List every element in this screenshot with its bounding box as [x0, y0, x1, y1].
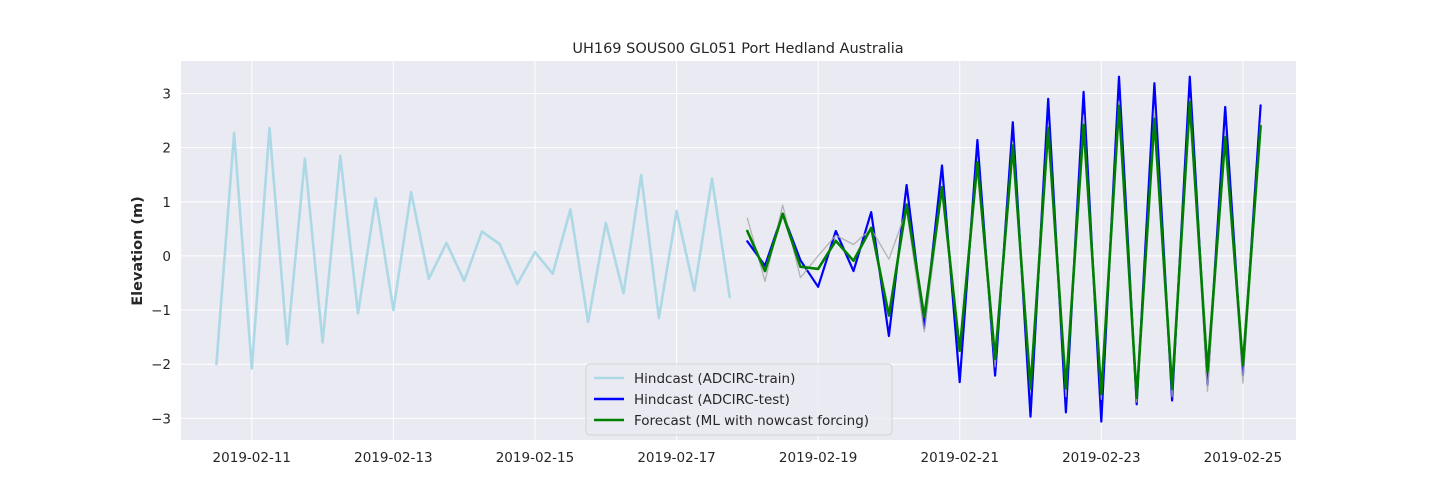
- x-tick-label: 2019-02-15: [496, 450, 574, 466]
- y-axis: −3 −2 −1 0 1 2 3: [151, 86, 171, 427]
- y-tick-label: 2: [162, 141, 171, 157]
- x-tick-label: 2019-02-13: [354, 450, 432, 466]
- x-tick-label: 2019-02-11: [213, 450, 291, 466]
- series-line-forecast: [745, 100, 1262, 400]
- series-line-train: [215, 126, 732, 370]
- x-tick-label: 2019-02-17: [637, 450, 715, 466]
- y-tick-label: −3: [151, 411, 171, 427]
- x-tick-label: 2019-02-21: [920, 450, 998, 466]
- legend-label-train: Hindcast (ADCIRC-train): [634, 371, 795, 387]
- x-tick-label: 2019-02-23: [1062, 450, 1140, 466]
- y-tick-label: 0: [162, 249, 171, 265]
- x-axis: 2019-02-11 2019-02-13 2019-02-15 2019-02-17…: [213, 450, 1283, 466]
- legend: Hindcast (ADCIRC-train) Hindcast (ADCIRC…: [585, 363, 893, 436]
- chart-title: UH169 SOUS00 GL051 Port Hedland Australi…: [572, 41, 903, 57]
- y-tick-label: −2: [151, 357, 171, 373]
- y-tick-label: −1: [151, 303, 171, 319]
- y-axis-label: Elevation (m): [130, 196, 146, 306]
- x-tick-label: 2019-02-19: [779, 450, 857, 466]
- series-layer: [215, 75, 1262, 423]
- x-tick-label: 2019-02-25: [1204, 450, 1282, 466]
- y-tick-label: 1: [162, 195, 171, 211]
- legend-label-test: Hindcast (ADCIRC-test): [634, 392, 790, 408]
- legend-box: [585, 363, 893, 436]
- y-tick-label: 3: [162, 86, 171, 102]
- legend-label-forecast: Forecast (ML with nowcast forcing): [634, 413, 869, 429]
